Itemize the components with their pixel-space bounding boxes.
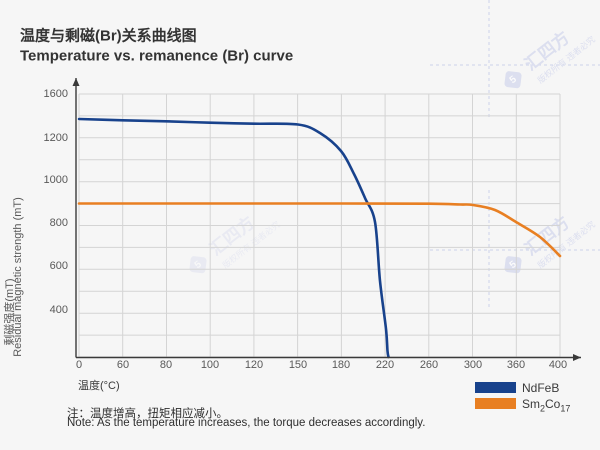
svg-text:80: 80 — [160, 359, 172, 371]
svg-text:100: 100 — [201, 359, 219, 371]
svg-text:0: 0 — [76, 359, 82, 371]
svg-text:1000: 1000 — [44, 174, 68, 186]
svg-text:60: 60 — [117, 359, 129, 371]
svg-text:400: 400 — [50, 304, 68, 316]
svg-text:300: 300 — [464, 359, 482, 371]
svg-text:400: 400 — [549, 359, 567, 371]
svg-text:150: 150 — [289, 359, 307, 371]
svg-text:1600: 1600 — [44, 88, 68, 100]
svg-text:220: 220 — [376, 359, 394, 371]
svg-text:800: 800 — [50, 217, 68, 229]
svg-text:600: 600 — [50, 260, 68, 272]
svg-text:120: 120 — [245, 359, 263, 371]
svg-text:360: 360 — [507, 359, 525, 371]
svg-text:180: 180 — [332, 359, 350, 371]
svg-text:260: 260 — [420, 359, 438, 371]
svg-text:1200: 1200 — [44, 132, 68, 144]
